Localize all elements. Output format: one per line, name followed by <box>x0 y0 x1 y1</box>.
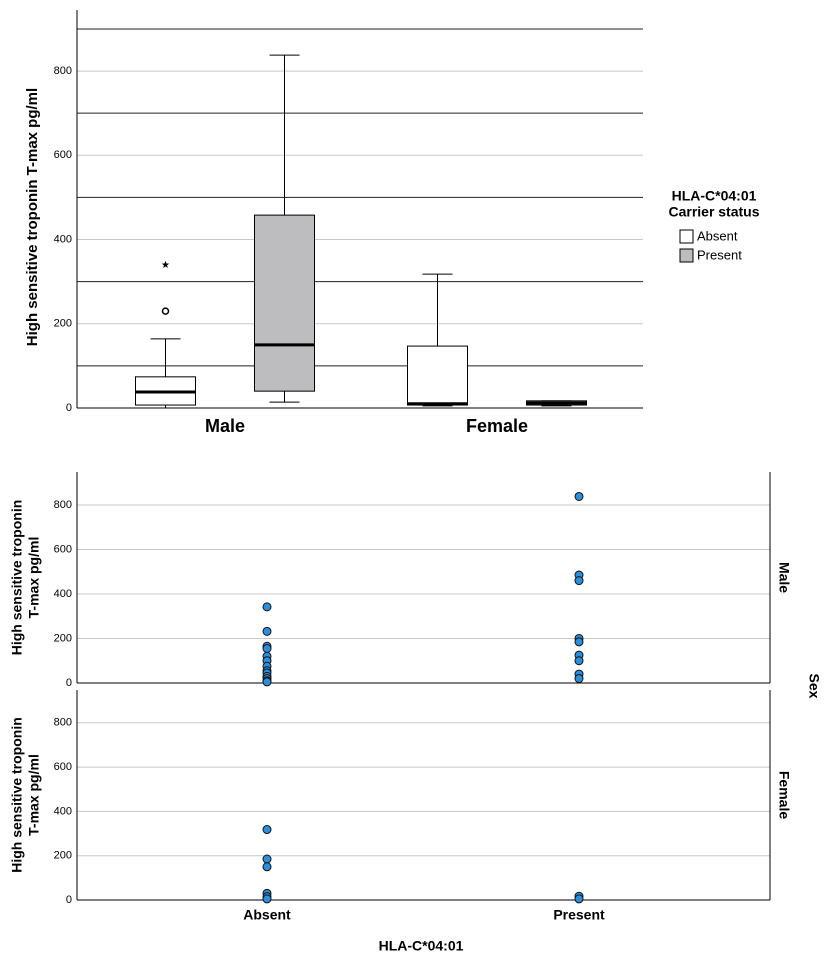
legend-label: Present <box>697 247 742 262</box>
legend-label: Absent <box>697 228 738 243</box>
dot <box>574 491 584 501</box>
legend-title: Carrier status <box>668 204 759 220</box>
y-axis-title: T-max pg/ml <box>26 537 42 619</box>
y-tick-label: 800 <box>54 65 72 77</box>
legend-title: HLA-C*04:01 <box>672 188 757 204</box>
y-tick-label: 0 <box>66 402 72 414</box>
y-tick-label: 400 <box>54 805 72 817</box>
y-axis-title: T-max pg/ml <box>26 754 42 836</box>
dot <box>574 656 584 666</box>
dot <box>262 825 272 835</box>
dot <box>262 602 272 612</box>
y-tick-label: 400 <box>54 233 72 245</box>
y-tick-label: 200 <box>54 632 72 644</box>
dot <box>262 862 272 872</box>
y-axis-title: High sensitive troponin <box>9 717 25 873</box>
x-tick-label: Male <box>205 416 245 436</box>
y-tick-label: 600 <box>54 761 72 773</box>
facet-label: Male <box>776 562 792 593</box>
facet-title: Sex <box>806 674 822 699</box>
box <box>254 214 315 392</box>
x-tick-label: Present <box>553 907 605 923</box>
y-axis-title: High sensitive troponin T-max pg/ml <box>24 88 41 346</box>
dot <box>262 677 272 687</box>
outlier <box>161 307 170 315</box>
x-tick-label: Absent <box>243 907 291 923</box>
box <box>407 345 468 406</box>
dot <box>574 576 584 586</box>
dot <box>262 854 272 864</box>
y-tick-label: 800 <box>54 499 72 511</box>
y-axis-title: High sensitive troponin <box>9 500 25 656</box>
dot <box>262 626 272 636</box>
dot <box>262 644 272 654</box>
x-tick-label: Female <box>466 416 528 436</box>
legend-swatch <box>679 248 694 263</box>
x-axis-title: HLA-C*04:01 <box>379 938 464 954</box>
legend-swatch <box>679 229 694 244</box>
extreme-outlier <box>161 260 170 269</box>
y-tick-label: 0 <box>66 894 72 906</box>
y-tick-label: 600 <box>54 543 72 555</box>
y-tick-label: 600 <box>54 149 72 161</box>
y-tick-label: 200 <box>54 318 72 330</box>
dot <box>574 674 584 684</box>
y-tick-label: 0 <box>66 677 72 689</box>
dot <box>574 894 584 904</box>
y-tick-label: 200 <box>54 850 72 862</box>
dot <box>574 637 584 647</box>
y-tick-label: 400 <box>54 588 72 600</box>
dot <box>262 894 272 904</box>
facet-label: Female <box>776 771 792 819</box>
y-tick-label: 800 <box>54 717 72 729</box>
